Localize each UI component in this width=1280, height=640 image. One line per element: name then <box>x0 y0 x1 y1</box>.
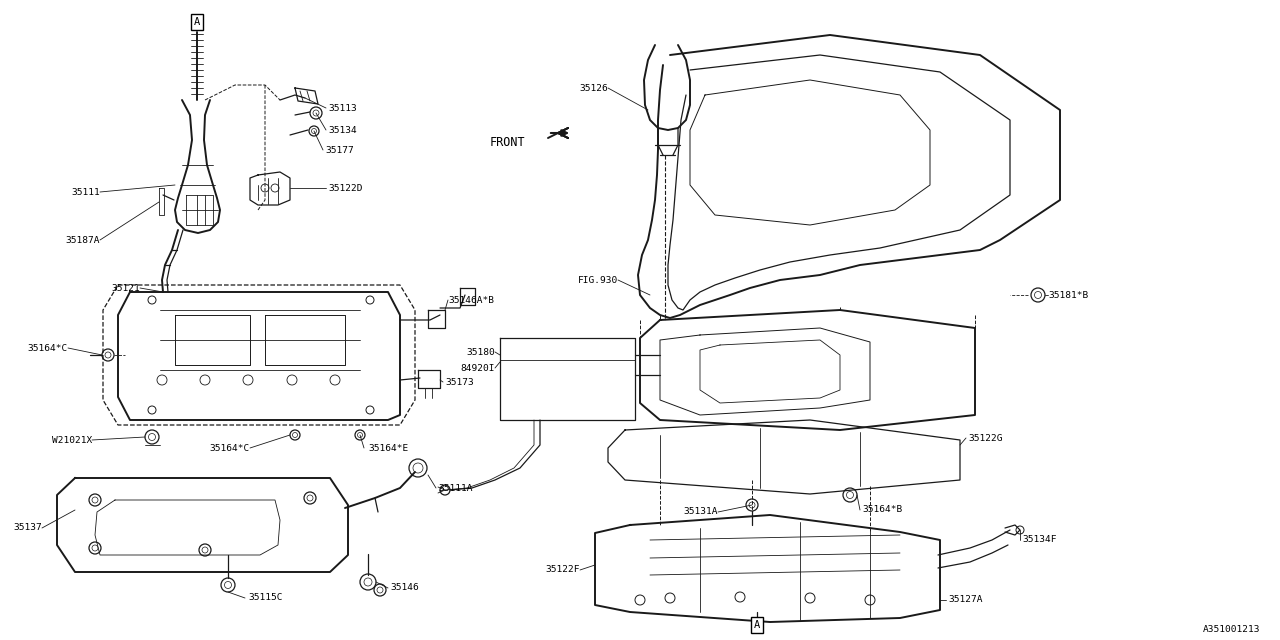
Text: 35122D: 35122D <box>328 184 362 193</box>
Text: 35134: 35134 <box>328 125 357 134</box>
Circle shape <box>291 430 300 440</box>
Circle shape <box>364 578 372 586</box>
Circle shape <box>92 497 99 503</box>
Circle shape <box>413 463 422 473</box>
Text: 35127A: 35127A <box>948 595 983 605</box>
Circle shape <box>735 592 745 602</box>
Circle shape <box>374 584 387 596</box>
Circle shape <box>198 544 211 556</box>
Circle shape <box>221 578 236 592</box>
Circle shape <box>287 375 297 385</box>
Circle shape <box>148 406 156 414</box>
Text: 35131A: 35131A <box>684 508 718 516</box>
Circle shape <box>360 574 376 590</box>
Circle shape <box>92 545 99 551</box>
Text: 35113: 35113 <box>328 104 357 113</box>
Circle shape <box>314 110 319 116</box>
Text: 35181*B: 35181*B <box>1048 291 1088 300</box>
Text: 35187A: 35187A <box>65 236 100 244</box>
Text: 35122F: 35122F <box>545 566 580 575</box>
Circle shape <box>844 488 858 502</box>
Circle shape <box>749 502 755 508</box>
Text: 35115C: 35115C <box>248 593 283 602</box>
Circle shape <box>148 296 156 304</box>
Circle shape <box>865 595 876 605</box>
Text: 35146A*B: 35146A*B <box>448 296 494 305</box>
Text: 35126: 35126 <box>580 83 608 93</box>
Circle shape <box>271 184 279 192</box>
Text: A351001213: A351001213 <box>1202 625 1260 634</box>
Circle shape <box>90 494 101 506</box>
Text: 35180: 35180 <box>466 348 495 356</box>
Text: 35164*C: 35164*C <box>28 344 68 353</box>
Circle shape <box>357 433 362 438</box>
Circle shape <box>846 492 854 499</box>
Circle shape <box>308 126 319 136</box>
Text: 35111: 35111 <box>72 188 100 196</box>
Text: 35137: 35137 <box>13 524 42 532</box>
Text: 35164*E: 35164*E <box>369 444 408 452</box>
Circle shape <box>200 375 210 385</box>
Circle shape <box>157 375 166 385</box>
Circle shape <box>1034 291 1042 298</box>
Text: 35122G: 35122G <box>968 433 1002 442</box>
Circle shape <box>102 349 114 361</box>
Text: A: A <box>193 17 200 27</box>
Circle shape <box>378 587 383 593</box>
Circle shape <box>105 352 111 358</box>
Circle shape <box>311 129 316 134</box>
Text: FIG.930: FIG.930 <box>577 275 618 285</box>
Text: A: A <box>754 620 760 630</box>
Circle shape <box>1030 288 1044 302</box>
Circle shape <box>90 542 101 554</box>
Text: 35164*C: 35164*C <box>210 444 250 452</box>
Circle shape <box>310 107 323 119</box>
Circle shape <box>330 375 340 385</box>
Circle shape <box>366 406 374 414</box>
Text: 84920I: 84920I <box>461 364 495 372</box>
Circle shape <box>805 593 815 603</box>
Circle shape <box>148 433 155 440</box>
Circle shape <box>746 499 758 511</box>
Circle shape <box>307 495 314 501</box>
Circle shape <box>366 296 374 304</box>
Circle shape <box>243 375 253 385</box>
Circle shape <box>261 184 269 192</box>
Circle shape <box>293 433 297 438</box>
Text: 35177: 35177 <box>325 145 353 154</box>
Text: W21021X: W21021X <box>51 435 92 445</box>
Circle shape <box>440 485 451 495</box>
Text: 35111A: 35111A <box>438 483 472 493</box>
Text: 35173: 35173 <box>445 378 474 387</box>
Text: 35134F: 35134F <box>1021 536 1056 545</box>
Circle shape <box>1016 526 1024 534</box>
Text: 35146: 35146 <box>390 584 419 593</box>
Circle shape <box>635 595 645 605</box>
Circle shape <box>666 593 675 603</box>
Circle shape <box>410 459 428 477</box>
Circle shape <box>202 547 209 553</box>
Circle shape <box>224 582 232 589</box>
Text: FRONT: FRONT <box>490 136 526 148</box>
Circle shape <box>305 492 316 504</box>
Text: 35121: 35121 <box>111 284 140 292</box>
Circle shape <box>355 430 365 440</box>
Circle shape <box>145 430 159 444</box>
Text: 35164*B: 35164*B <box>861 506 902 515</box>
